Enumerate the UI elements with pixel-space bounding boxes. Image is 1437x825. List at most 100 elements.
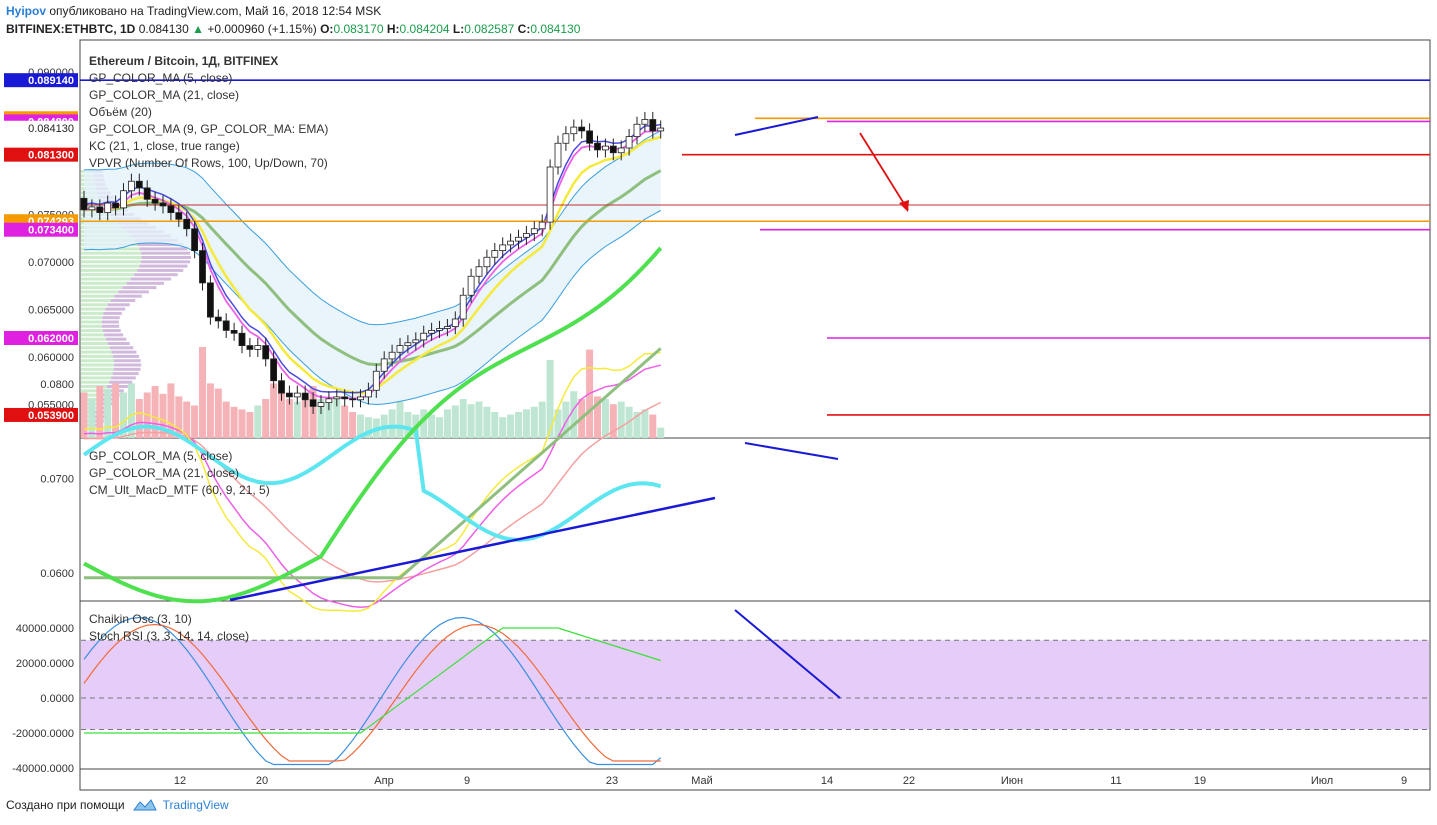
footer: Создано при помощи TradingView [6, 797, 229, 813]
symbol-name: BITFINEX:ETHBTC, 1D [6, 22, 136, 36]
arrow-red-line [859, 132, 909, 211]
volume-bar [649, 414, 657, 438]
volume-bar [112, 383, 120, 438]
tradingview-link[interactable]: TradingView [162, 798, 229, 812]
volume-bar [278, 392, 285, 438]
volume-bar [254, 405, 262, 438]
horizontal-levels [80, 79, 1430, 416]
vpvr-down-bar [101, 320, 119, 324]
candle-body [230, 329, 238, 334]
candle-body [80, 197, 88, 211]
volume-bar [420, 409, 428, 438]
osc-legend-chaikin[interactable]: Chaikin Osc (3, 10) [89, 612, 192, 626]
vpvr-down-bar [141, 251, 191, 255]
macd-cyan-line [82, 424, 662, 542]
vpvr-down-bar [126, 281, 164, 285]
vpvr-up-bar [81, 294, 115, 298]
candle-body [372, 370, 380, 391]
volume-bar [317, 399, 325, 438]
price-tick: 0.070000 [28, 257, 74, 269]
up-arrow-icon: ▲ [192, 22, 204, 36]
vpvr-up-bar [81, 299, 111, 302]
legend-vpvr[interactable]: VPVR (Number Of Rows, 100, Up/Down, 70) [89, 156, 328, 170]
candle-body [396, 345, 404, 353]
keltner-channel [83, 130, 661, 406]
author-link[interactable]: Hyipov [6, 4, 47, 18]
vpvr-up-bar [81, 393, 103, 397]
price-label-text: 0.089140 [28, 75, 74, 87]
macd-legend-cm[interactable]: CM_Ult_MacD_MTF (60, 9, 21, 5) [89, 483, 270, 497]
osc-legend-stochrsi[interactable]: Stoch RSI (3, 3, 14, 14, close) [89, 629, 249, 643]
macd-legend-ma21[interactable]: GP_COLOR_MA (21, close) [89, 466, 239, 480]
vpvr-up-bar [81, 324, 103, 328]
volume-bar [657, 427, 665, 438]
volume-bar [459, 399, 467, 438]
candle-body [159, 202, 167, 207]
created-with-text: Создано при помощи [6, 798, 125, 812]
candle-body [104, 202, 112, 214]
tradingview-logo-icon [132, 799, 157, 811]
volume-bar [80, 392, 88, 438]
legend-ma5[interactable]: GP_COLOR_MA (5, close) [89, 71, 232, 85]
macd-legend-ma5[interactable]: GP_COLOR_MA (5, close) [89, 449, 232, 463]
candle-body [578, 126, 586, 132]
vpvr-down-bar [134, 273, 178, 277]
time-tick: Июл [1311, 775, 1333, 787]
vpvr-up-bar [81, 363, 115, 367]
legend-ma21[interactable]: GP_COLOR_MA (21, close) [89, 88, 239, 102]
volume-bar [293, 401, 301, 438]
candle-body [206, 282, 214, 318]
vpvr-up-bar [81, 350, 112, 354]
volume-bar [594, 396, 601, 438]
candle-body [491, 250, 499, 258]
vpvr-up-bar [81, 286, 123, 290]
volume-bar [175, 396, 183, 438]
vpvr-down-bar [103, 311, 122, 315]
time-tick: 22 [903, 775, 915, 787]
candle-body [412, 339, 420, 344]
price-label-box [4, 222, 78, 237]
candle-body [183, 218, 191, 230]
trendline-blue [734, 116, 819, 136]
symbol-header: BITFINEX:ETHBTC, 1D 0.084130 ▲ +0.000960… [6, 22, 580, 36]
volume-bar [491, 412, 499, 438]
candle-body [570, 126, 578, 135]
volume-bar [396, 401, 404, 438]
candle-body [285, 392, 293, 398]
candle-body [546, 166, 554, 223]
candle-body [530, 228, 538, 234]
volume-bar [475, 401, 483, 438]
candle-body [483, 256, 491, 268]
candle-body [127, 180, 135, 192]
vpvr-up-bar [81, 281, 127, 285]
volume-bar [325, 401, 333, 438]
volume-bar [333, 399, 341, 438]
volume-bar [515, 412, 522, 438]
vpvr-up-bar [81, 303, 108, 307]
time-tick: Июн [1001, 775, 1023, 787]
legend-kc[interactable]: KC (21, 1, close, true range) [89, 139, 240, 153]
candle-body [246, 345, 254, 350]
legend-ema9[interactable]: GP_COLOR_MA (9, GP_COLOR_MA: EMA) [89, 122, 328, 136]
volume-bar [633, 412, 641, 438]
legend-volume[interactable]: Объём (20) [89, 105, 152, 119]
main-pane-frame [79, 39, 1431, 439]
candle-body [135, 180, 143, 189]
osc-trendline [734, 609, 841, 699]
price-tick: 0.065000 [28, 305, 74, 317]
oscillator-lines [81, 609, 1429, 766]
close-value: 0.084130 [530, 22, 581, 36]
stoch-band [81, 640, 1429, 730]
vpvr-down-bar [139, 247, 188, 251]
candle-body [420, 332, 428, 341]
candle-body [349, 398, 357, 401]
high-value: 0.084204 [399, 22, 450, 36]
volume-bar [151, 386, 159, 438]
candle-body [364, 389, 372, 398]
vpvr-down-bar [139, 264, 188, 268]
vpvr-up-bar [81, 260, 142, 264]
kc-lower [83, 210, 661, 406]
vpvr-down-bar [102, 324, 120, 328]
time-tick: 19 [1194, 775, 1206, 787]
